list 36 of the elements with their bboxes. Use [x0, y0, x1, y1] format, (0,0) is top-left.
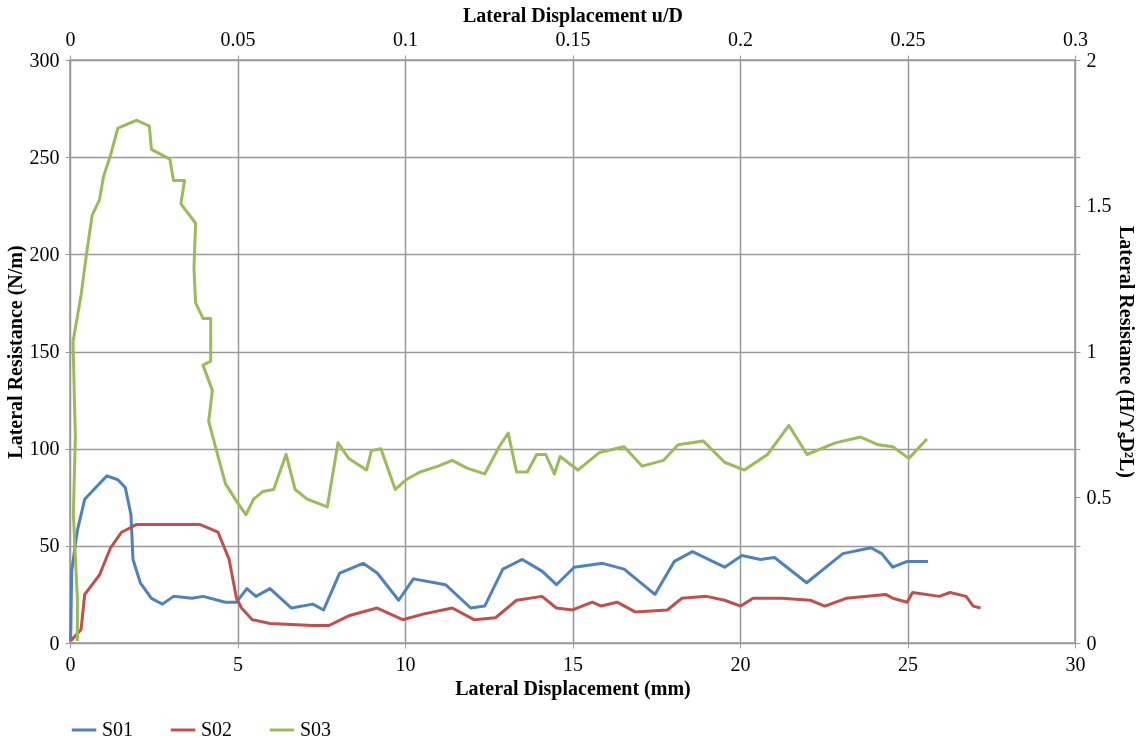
x-tick-label: 15 [563, 652, 583, 675]
x-tick-label: 0 [65, 652, 76, 675]
x-axis-title: Lateral Displacement (mm) [455, 676, 691, 700]
y2-tick-label: 1.5 [1086, 194, 1112, 217]
x-tick-label: 10 [395, 652, 416, 675]
x2-axis-title: Lateral Displacement u/D [463, 3, 683, 27]
y-tick-label: 50 [39, 534, 60, 557]
y-tick-label: 150 [29, 340, 60, 362]
y-tick-label: 300 [29, 48, 60, 71]
y2-tick-label: 2 [1086, 48, 1097, 71]
x-tick-label: 25 [898, 652, 918, 675]
y2-tick-label: 1 [1086, 340, 1097, 362]
line-series [69, 522, 983, 643]
line-series [71, 118, 929, 643]
x2-tick-label: 0.1 [393, 27, 418, 50]
y2-tick-label: 0 [1086, 631, 1097, 654]
y-tick-label: 0 [49, 631, 60, 654]
x2-tick-label: 0.2 [728, 27, 753, 50]
y-tick-label: 100 [29, 437, 60, 460]
legend-label: S01 [102, 718, 134, 740]
y-axis-title: Lateral Resistance (N/m) [3, 245, 27, 459]
x-tick-label: 5 [233, 652, 243, 675]
y-tick-label: 250 [29, 145, 60, 168]
x2-tick-label: 0.25 [890, 27, 926, 50]
legend-label: S02 [201, 718, 233, 740]
y2-axis-title: Lateral Resistance (H/ϒₛD²L) [1114, 226, 1138, 478]
x-tick-label: 30 [1065, 652, 1086, 675]
y-tick-label: 200 [29, 242, 60, 265]
y2-tick-label: 0.5 [1086, 485, 1112, 508]
legend-label: S03 [300, 718, 332, 740]
x2-tick-label: 0.05 [220, 27, 256, 50]
x-tick-label: 20 [730, 652, 751, 675]
x2-tick-label: 0.15 [555, 27, 591, 50]
x2-tick-label: 0.3 [1063, 27, 1088, 50]
line-series [69, 474, 930, 643]
x2-tick-label: 0 [65, 27, 76, 50]
